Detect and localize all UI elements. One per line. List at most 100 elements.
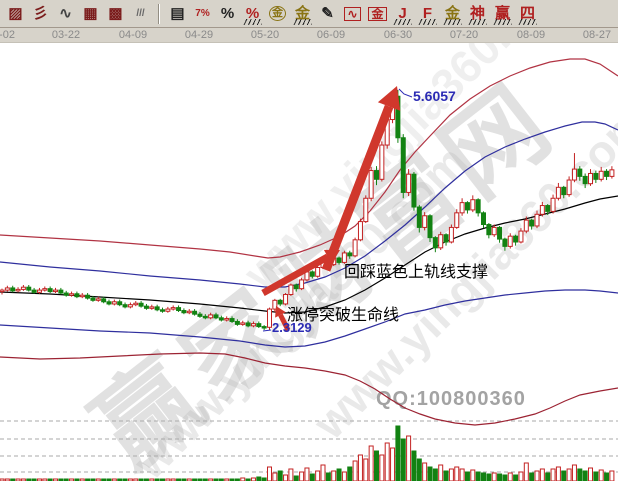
candle-body — [470, 199, 476, 211]
candle-body — [309, 271, 315, 277]
volume-bar — [561, 470, 567, 481]
grid-arrow-icon[interactable]: ▩ — [103, 2, 128, 26]
percent-icon[interactable]: % — [215, 2, 240, 26]
volume-bar — [390, 447, 396, 481]
candle-body — [604, 170, 610, 177]
volume-bar — [550, 468, 556, 481]
volume-bar — [26, 478, 32, 481]
volume-bar — [143, 478, 149, 481]
gold-angle-icon[interactable]: 金 — [440, 2, 465, 26]
candle-body — [534, 213, 540, 227]
volume-bar — [277, 470, 283, 481]
parallel-lines-icon[interactable]: /// — [128, 2, 153, 26]
candle-body — [288, 284, 294, 295]
gold-circle-icon[interactable]: 金 — [265, 2, 290, 26]
candle-body — [160, 309, 165, 312]
candle-body — [176, 307, 182, 312]
percent-lines-icon[interactable]: % — [240, 2, 265, 26]
volume-bar — [170, 478, 176, 481]
volume-bar — [363, 458, 369, 481]
candle-body — [293, 284, 299, 290]
volume-bar — [502, 474, 508, 481]
volume-bar — [224, 478, 230, 481]
drawing-toolbar: ▨ 彡 ∿ ▦ ▩///▤ 7%%% 金金 ✎ ∿ 金 J F 金神赢四 — [0, 0, 618, 28]
candle-body — [229, 318, 235, 322]
gann-box-icon[interactable]: ▨ — [3, 2, 28, 26]
volume-bar — [85, 478, 91, 481]
candle-body — [90, 297, 96, 301]
volume-bar — [438, 464, 444, 481]
candle-body — [69, 293, 75, 296]
candle-body — [598, 170, 604, 180]
f-angle-icon[interactable]: F — [415, 2, 440, 26]
rally-arrow — [321, 104, 394, 272]
candle-body — [513, 235, 519, 243]
volume-bar — [250, 477, 256, 481]
candle-body — [368, 170, 374, 199]
candle-body — [202, 315, 208, 319]
volume-bar — [325, 472, 331, 481]
candle-body — [336, 257, 342, 263]
candle-body — [47, 288, 53, 293]
volume-bar — [272, 472, 278, 481]
gann-grid-icon[interactable]: ▦ — [78, 2, 103, 26]
volume-bar — [149, 478, 155, 481]
candle-body — [165, 308, 171, 312]
candle-body — [427, 215, 433, 239]
candle-body — [101, 298, 107, 303]
j-angle-icon[interactable]: J — [390, 2, 415, 26]
volume-bar — [491, 472, 497, 481]
volume-bar — [497, 473, 503, 481]
ying-angle-icon[interactable]: 赢 — [490, 2, 515, 26]
volume-bar — [31, 478, 37, 481]
candle-body — [267, 308, 272, 328]
volume-bar — [374, 450, 379, 481]
volume-bar — [555, 466, 561, 481]
wave-line-icon[interactable]: ∿ — [53, 2, 78, 26]
gann-fan-icon[interactable]: 彡 — [28, 2, 53, 26]
percent-gann-icon[interactable]: 7% — [190, 2, 215, 26]
gann-box-icon: ▨ — [8, 5, 23, 22]
volume-bar — [36, 478, 42, 481]
candle-body — [459, 202, 465, 214]
shen-angle-icon[interactable]: 神 — [465, 2, 490, 26]
breakout-note: 涨停突破生命线 — [287, 307, 400, 324]
volume-bar — [566, 468, 572, 481]
volume-bar — [79, 478, 85, 481]
date-label: 05-20 — [250, 29, 280, 41]
volume-bar — [475, 471, 481, 481]
brush-icon[interactable]: ✎ — [315, 2, 340, 26]
candle-body — [122, 304, 128, 308]
candle-body — [272, 299, 278, 310]
volume-bar — [20, 478, 26, 481]
candle-body — [133, 302, 139, 306]
gold-lines-icon[interactable]: 金 — [290, 2, 315, 26]
date-label: 04-29 — [184, 29, 214, 41]
volume-bar — [609, 470, 615, 481]
volume-bar — [459, 468, 465, 481]
volume-bar — [106, 478, 112, 481]
candle-body — [299, 279, 305, 290]
candle-body — [192, 310, 198, 315]
volume-bar — [395, 425, 401, 481]
volume-bar — [464, 471, 470, 481]
date-label: -02 — [0, 29, 15, 41]
volume-bar — [309, 473, 315, 481]
candle-body — [283, 293, 289, 305]
volume-bar — [176, 478, 182, 481]
wave-box-icon[interactable]: ∿ — [340, 2, 365, 26]
candle-body — [582, 175, 588, 185]
si-angle-icon[interactable]: 四 — [515, 2, 540, 26]
band-upper-red — [0, 58, 618, 259]
volume-bar — [111, 478, 117, 481]
indicator-panel-icon[interactable]: ▤ — [165, 2, 190, 26]
date-label: 04-09 — [118, 29, 148, 41]
candle-body — [374, 170, 379, 180]
candle-body — [10, 287, 16, 292]
volume-bar — [138, 478, 144, 481]
candle-body — [588, 172, 593, 185]
brush-icon: ✎ — [321, 5, 334, 22]
gold-box-icon[interactable]: 金 — [365, 2, 390, 26]
volume-bar — [320, 464, 326, 481]
